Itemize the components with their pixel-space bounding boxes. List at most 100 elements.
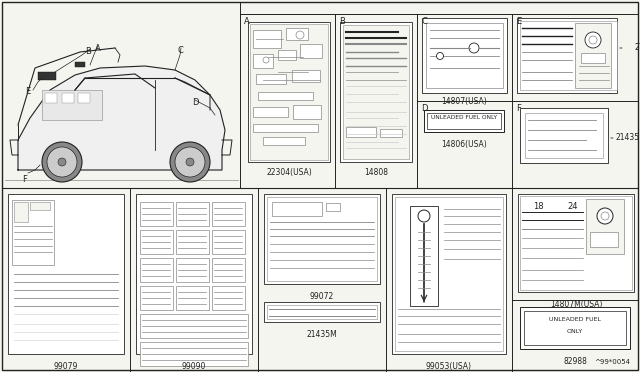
Bar <box>12 200 54 265</box>
Text: E: E <box>516 17 521 26</box>
Text: ^99*0054: ^99*0054 <box>594 359 630 365</box>
Bar <box>520 108 608 163</box>
Bar <box>520 196 632 290</box>
Bar <box>176 286 209 310</box>
Bar <box>410 206 438 306</box>
Bar <box>520 307 630 349</box>
Bar <box>286 28 308 40</box>
Bar <box>253 107 288 117</box>
Bar <box>517 18 617 93</box>
Text: C: C <box>177 46 183 55</box>
Bar <box>140 230 173 254</box>
Circle shape <box>47 147 77 177</box>
Circle shape <box>589 36 597 44</box>
Bar <box>575 23 611 88</box>
Text: 21435M: 21435M <box>307 330 337 339</box>
Circle shape <box>436 52 444 60</box>
Bar <box>140 314 248 338</box>
Bar <box>427 113 501 129</box>
Bar <box>62 93 74 103</box>
Bar <box>38 72 56 80</box>
Text: D: D <box>192 98 198 107</box>
Bar <box>590 232 618 247</box>
Bar <box>140 258 173 282</box>
Bar <box>422 18 507 93</box>
Bar <box>253 30 281 48</box>
Bar <box>581 53 605 63</box>
Bar <box>520 21 617 90</box>
Bar <box>278 50 296 60</box>
Bar <box>525 113 603 158</box>
Text: 22304(USA): 22304(USA) <box>266 168 312 177</box>
Bar <box>75 62 85 67</box>
Bar <box>256 74 286 84</box>
Bar <box>78 93 90 103</box>
Text: 99072: 99072 <box>310 292 334 301</box>
Bar <box>292 70 320 82</box>
Text: D: D <box>421 104 428 113</box>
Bar <box>176 202 209 226</box>
Bar <box>267 197 377 281</box>
Circle shape <box>42 142 82 182</box>
Text: 99079: 99079 <box>54 362 78 371</box>
Bar <box>395 197 503 351</box>
Bar <box>340 22 412 162</box>
Bar <box>272 202 322 216</box>
Bar <box>212 286 245 310</box>
Text: A: A <box>95 44 101 53</box>
Bar <box>380 129 402 137</box>
Bar <box>264 194 380 284</box>
Text: C: C <box>421 17 427 26</box>
Text: ONLY: ONLY <box>567 329 583 334</box>
Bar <box>212 230 245 254</box>
Bar <box>140 202 173 226</box>
Bar <box>253 54 273 68</box>
Circle shape <box>263 57 269 63</box>
Bar <box>136 194 252 354</box>
Bar <box>176 230 209 254</box>
Bar <box>45 93 57 103</box>
Bar <box>30 202 50 210</box>
Bar <box>263 137 305 145</box>
Bar <box>248 22 330 162</box>
Bar <box>346 127 376 137</box>
Bar <box>8 194 124 354</box>
Circle shape <box>597 208 613 224</box>
Bar <box>176 258 209 282</box>
Bar <box>343 25 409 159</box>
Circle shape <box>601 212 609 220</box>
Text: 14808: 14808 <box>364 168 388 177</box>
Bar <box>258 92 313 100</box>
Circle shape <box>418 210 430 222</box>
Text: 18: 18 <box>532 202 543 211</box>
Bar <box>250 24 328 160</box>
Text: 99090: 99090 <box>182 362 206 371</box>
Text: 14807M(USA): 14807M(USA) <box>550 300 602 309</box>
Bar <box>253 124 318 132</box>
Bar <box>326 203 340 211</box>
Circle shape <box>58 158 66 166</box>
Text: 21435: 21435 <box>616 134 640 142</box>
Bar <box>264 302 380 322</box>
Text: 27000Y: 27000Y <box>635 44 640 52</box>
Bar <box>300 44 322 58</box>
Bar <box>424 110 504 132</box>
Text: F: F <box>22 175 28 184</box>
Bar <box>293 105 321 119</box>
Circle shape <box>585 32 601 48</box>
Text: B: B <box>85 47 91 56</box>
Bar <box>518 194 634 292</box>
Text: 14806(USA): 14806(USA) <box>441 140 487 149</box>
Bar <box>267 305 377 319</box>
Bar <box>426 23 503 88</box>
Circle shape <box>296 31 304 39</box>
Text: 24: 24 <box>568 202 579 211</box>
Bar <box>42 90 102 120</box>
Bar <box>14 202 28 222</box>
Text: 14807(USA): 14807(USA) <box>441 97 487 106</box>
Circle shape <box>175 147 205 177</box>
Circle shape <box>170 142 210 182</box>
Text: UNLEADED FUEL ONLY: UNLEADED FUEL ONLY <box>431 115 497 120</box>
Bar <box>212 258 245 282</box>
Bar <box>140 286 173 310</box>
